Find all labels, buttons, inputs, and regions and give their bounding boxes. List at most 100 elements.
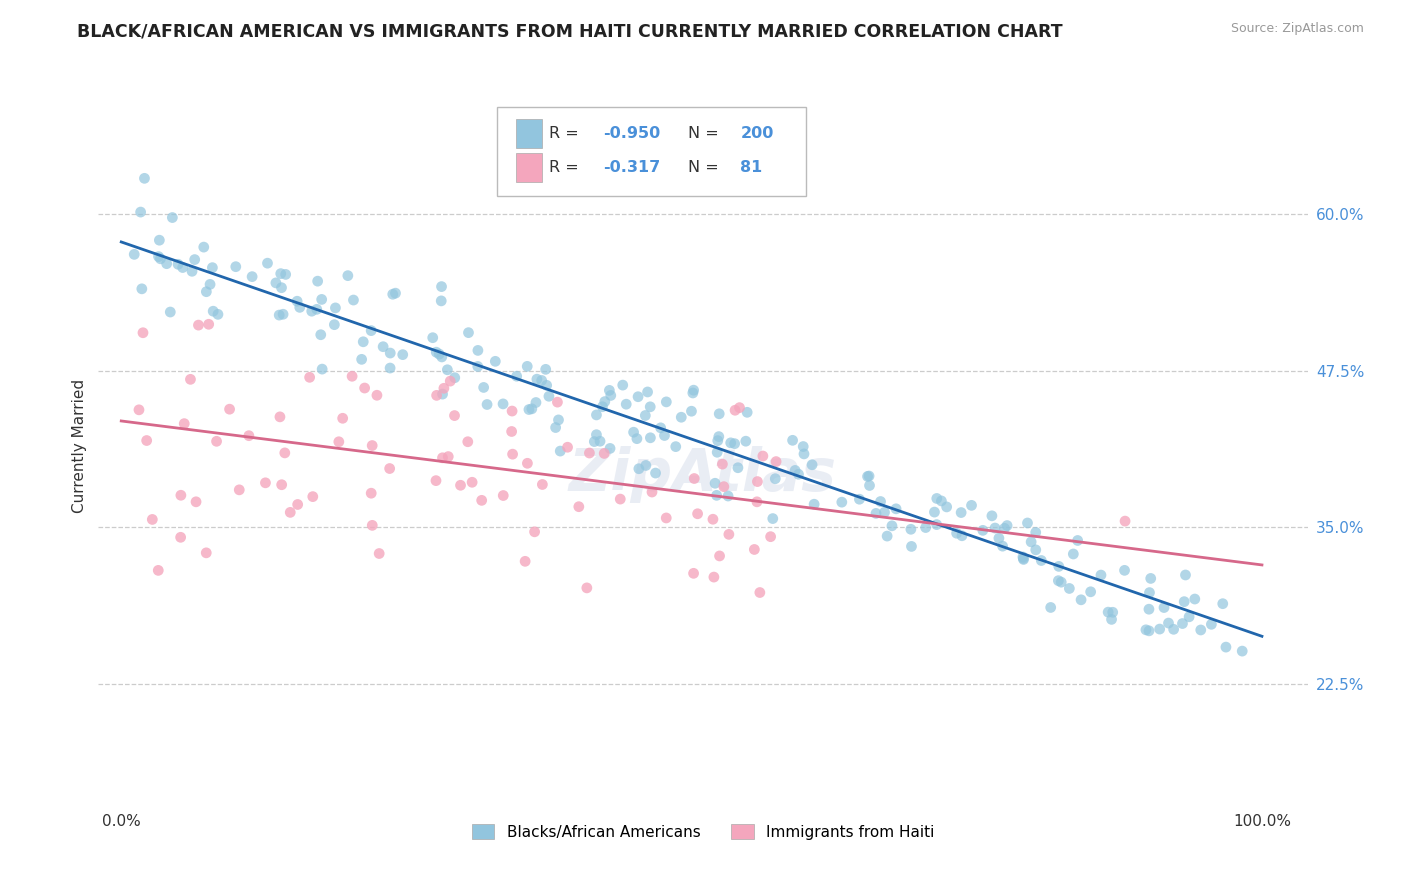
Point xyxy=(884,501,907,516)
Point xyxy=(1139,585,1161,599)
Point xyxy=(707,434,730,448)
Point xyxy=(1050,575,1073,590)
Point xyxy=(717,527,740,541)
Point xyxy=(131,282,153,296)
Point xyxy=(1012,551,1035,566)
Text: BLACK/AFRICAN AMERICAN VS IMMIGRANTS FROM HAITI CURRENTLY MARRIED CORRELATION CH: BLACK/AFRICAN AMERICAN VS IMMIGRANTS FRO… xyxy=(77,22,1063,40)
Point xyxy=(637,384,659,399)
Point xyxy=(706,445,728,459)
Point xyxy=(172,260,194,275)
Point xyxy=(547,413,569,427)
Point xyxy=(323,318,346,332)
Point xyxy=(228,483,250,497)
Point xyxy=(197,318,219,332)
Point xyxy=(1059,582,1081,596)
Point xyxy=(925,517,948,532)
Point xyxy=(366,388,388,402)
Point xyxy=(557,440,579,454)
Point xyxy=(274,268,297,282)
Point xyxy=(361,438,384,452)
Point xyxy=(378,461,401,475)
Point xyxy=(925,491,948,506)
Point xyxy=(530,374,553,388)
Point xyxy=(502,447,524,461)
Point xyxy=(1173,595,1195,609)
Point xyxy=(443,409,465,423)
Point xyxy=(593,394,616,409)
Point xyxy=(623,425,645,440)
Point xyxy=(475,397,498,411)
Point xyxy=(422,331,444,345)
Point xyxy=(987,531,1010,545)
Point xyxy=(544,420,567,434)
Point xyxy=(1047,559,1070,574)
Point xyxy=(1139,571,1161,585)
Point xyxy=(763,472,786,486)
Point xyxy=(360,486,382,500)
Point xyxy=(717,489,740,503)
Point xyxy=(609,492,631,507)
Point xyxy=(548,444,571,458)
Point xyxy=(156,257,179,271)
Point xyxy=(1114,514,1136,528)
Point xyxy=(311,293,333,307)
Point xyxy=(381,287,404,301)
Point xyxy=(589,434,612,449)
Point xyxy=(655,511,678,525)
Point xyxy=(457,434,479,449)
Point xyxy=(991,539,1014,553)
Point xyxy=(869,494,891,508)
Point xyxy=(352,334,374,349)
Point xyxy=(1101,612,1123,626)
Text: N =: N = xyxy=(689,161,724,175)
Point xyxy=(682,386,704,401)
Point xyxy=(707,429,730,443)
Point xyxy=(782,434,804,448)
Point xyxy=(167,257,190,271)
Point xyxy=(599,388,621,402)
Point xyxy=(1012,549,1035,564)
FancyBboxPatch shape xyxy=(516,120,543,148)
Point xyxy=(1215,640,1237,654)
Point xyxy=(270,267,292,281)
Point xyxy=(436,363,458,377)
Point xyxy=(993,521,1015,535)
Point xyxy=(311,362,333,376)
Point xyxy=(467,343,489,358)
Point xyxy=(432,387,454,401)
Point xyxy=(148,250,170,264)
Point xyxy=(1153,600,1175,615)
Point xyxy=(271,307,294,321)
Point xyxy=(492,489,515,503)
Point xyxy=(900,540,922,554)
Point xyxy=(1039,600,1062,615)
Point xyxy=(1025,525,1047,540)
Point xyxy=(831,495,853,509)
Point xyxy=(1047,574,1070,588)
Point xyxy=(702,512,724,526)
Point xyxy=(980,508,1002,523)
Point xyxy=(218,402,240,417)
FancyBboxPatch shape xyxy=(498,107,806,196)
Text: 200: 200 xyxy=(741,126,773,141)
Point xyxy=(728,401,751,415)
Point xyxy=(724,403,747,417)
Point xyxy=(1149,622,1171,636)
Point xyxy=(627,461,650,475)
Point xyxy=(1012,552,1035,566)
Point xyxy=(713,480,735,494)
Point xyxy=(682,566,704,581)
Point xyxy=(179,372,201,386)
Text: -0.317: -0.317 xyxy=(603,161,659,175)
Point xyxy=(598,384,620,398)
Point xyxy=(759,530,782,544)
Point xyxy=(1097,605,1119,619)
Point xyxy=(430,293,453,308)
Point xyxy=(634,458,657,473)
Point xyxy=(785,463,807,477)
Text: -0.950: -0.950 xyxy=(603,126,659,141)
Point xyxy=(747,475,769,489)
Point xyxy=(274,446,297,460)
Point xyxy=(472,380,495,394)
Point xyxy=(129,205,152,219)
